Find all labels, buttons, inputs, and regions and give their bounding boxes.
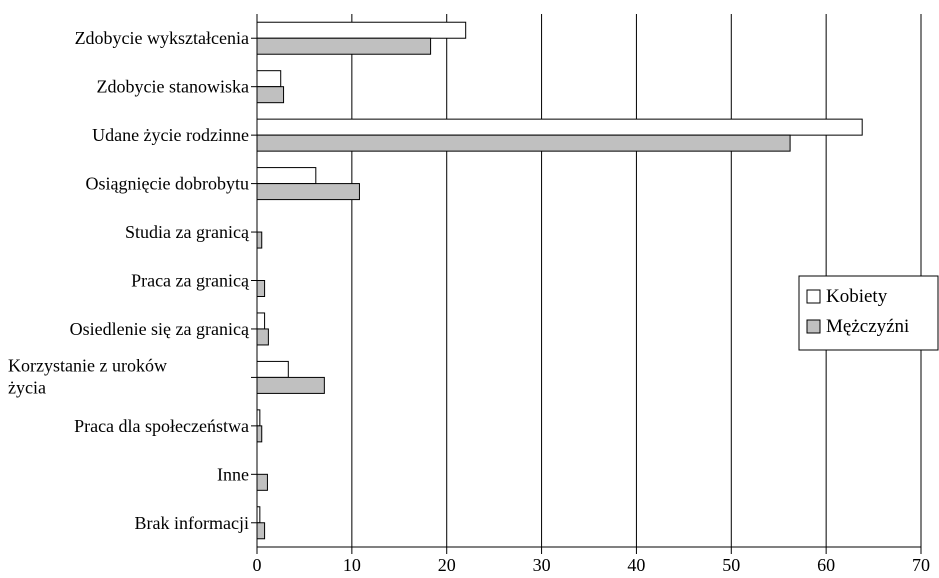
legend-swatch-kobiety xyxy=(806,289,821,304)
legend-label: Kobiety xyxy=(826,286,888,307)
legend-box xyxy=(798,275,939,351)
axes xyxy=(251,14,922,554)
x-tick-label: 60 xyxy=(817,555,835,575)
category-label: Inne xyxy=(217,464,249,484)
bar-kobiety-3 xyxy=(256,167,317,185)
bar-mezczyzni-9 xyxy=(256,473,268,491)
x-tick-label: 10 xyxy=(343,555,361,575)
category-label: Brak informacji xyxy=(135,513,249,533)
bar-kobiety-6 xyxy=(256,312,266,330)
bar-mezczyzni-10 xyxy=(256,522,266,540)
x-tick-label: 0 xyxy=(253,555,262,575)
bar-kobiety-0 xyxy=(256,21,467,39)
legend: Kobiety Mężczyźni xyxy=(798,275,939,351)
category-label: Osiągnięcie dobrobytu xyxy=(86,174,249,194)
bar-mezczyzni-5 xyxy=(256,280,266,297)
bar-mezczyzni-2 xyxy=(256,134,791,152)
bar-kobiety-7 xyxy=(256,360,289,378)
category-label: Osiedlenie się za granicą xyxy=(70,319,250,339)
bar-mezczyzni-3 xyxy=(256,183,360,201)
bar-kobiety-2 xyxy=(256,118,863,136)
bar-kobiety-1 xyxy=(256,70,282,88)
category-labels: Zdobycie wykształcenia Zdobycie stanowisk… xyxy=(8,28,250,533)
x-tick-label: 30 xyxy=(533,555,551,575)
x-tick-label: 50 xyxy=(722,555,740,575)
bars xyxy=(256,21,863,540)
bar-mezczyzni-4 xyxy=(256,231,263,249)
legend-swatch-mezczyzni xyxy=(806,319,821,334)
category-label: Udane życie rodzinne xyxy=(92,125,249,145)
legend-label: Mężczyźni xyxy=(826,316,909,337)
bar-mezczyzni-1 xyxy=(256,86,285,104)
bar-mezczyzni-8 xyxy=(256,425,263,443)
category-label: Zdobycie stanowiska xyxy=(97,77,249,97)
category-label: Studia za granicą xyxy=(125,222,250,242)
x-tick-label: 40 xyxy=(627,555,645,575)
x-tick-labels: 0 10 20 30 40 50 60 70 xyxy=(253,555,931,575)
bar-mezczyzni-6 xyxy=(256,328,269,346)
category-label: Korzystanie z uroków xyxy=(8,355,167,375)
x-tick-label: 20 xyxy=(438,555,456,575)
x-tick-label: 70 xyxy=(912,555,930,575)
category-label: Zdobycie wykształcenia xyxy=(75,28,249,48)
category-label: Praca za granicą xyxy=(131,271,250,291)
bar-mezczyzni-7 xyxy=(256,376,325,394)
category-label: Praca dla społeczeństwa xyxy=(74,416,249,436)
category-label: życia xyxy=(8,377,46,397)
bar-mezczyzni-0 xyxy=(256,37,432,55)
